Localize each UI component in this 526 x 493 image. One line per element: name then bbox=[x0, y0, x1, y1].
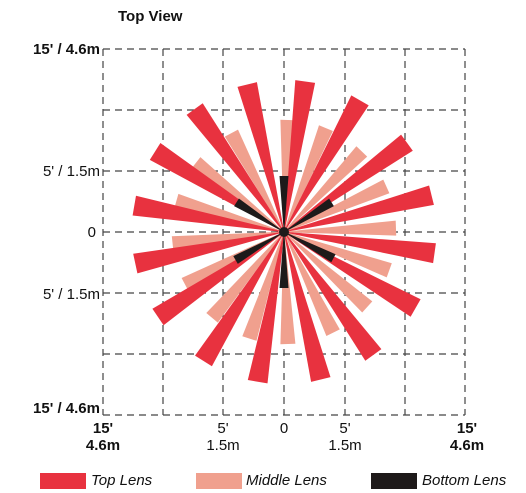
top-lens-zone bbox=[186, 103, 283, 230]
y-label-center: 0 bbox=[87, 224, 96, 241]
y-label-lower-mid: 5' / 1.5m bbox=[42, 286, 100, 303]
sensor-center-dot bbox=[279, 227, 289, 237]
bottom-lens-zone bbox=[233, 233, 281, 264]
legend-label-top-lens: Top Lens bbox=[91, 472, 153, 489]
middle-lens-zone bbox=[191, 157, 282, 230]
middle-lens-zone bbox=[206, 234, 282, 323]
x-label-right-inner-ft: 5' bbox=[339, 420, 351, 437]
legend-swatch-middle-lens bbox=[196, 473, 242, 489]
middle-lens-zone bbox=[285, 235, 340, 336]
middle-lens-zone bbox=[286, 146, 368, 230]
top-lens-zone bbox=[132, 195, 281, 232]
middle-lens-zone bbox=[285, 125, 333, 229]
x-label-left-inner-m: 1.5m bbox=[206, 437, 240, 454]
x-label-right-outer-ft: 15' bbox=[456, 420, 478, 437]
top-lens-zone bbox=[133, 232, 281, 274]
x-label-left-outer: 15' 4.6m bbox=[73, 420, 133, 454]
x-label-right-inner: 5' 1.5m bbox=[315, 420, 375, 454]
bottom-lens-zone bbox=[287, 198, 334, 231]
x-label-right-inner-m: 1.5m bbox=[328, 437, 362, 454]
top-lens-zone bbox=[237, 82, 284, 229]
x-label-right-outer: 15' 4.6m bbox=[437, 420, 497, 454]
x-label-right-outer-m: 4.6m bbox=[449, 437, 485, 454]
bottom-lens-zone bbox=[287, 233, 336, 263]
bottom-lens-zone bbox=[279, 176, 289, 228]
x-label-left-inner: 5' 1.5m bbox=[193, 420, 253, 454]
legend-swatch-top-lens bbox=[40, 473, 86, 489]
middle-lens-zone bbox=[174, 193, 281, 232]
legend-label-middle-lens: Middle Lens bbox=[246, 472, 327, 489]
middle-lens-zone bbox=[287, 232, 392, 278]
x-label-left-inner-ft: 5' bbox=[217, 420, 229, 437]
top-lens-zone bbox=[287, 185, 434, 232]
middle-lens-zone bbox=[224, 129, 283, 229]
top-lens-zone bbox=[286, 134, 413, 231]
middle-lens-zone bbox=[286, 234, 373, 313]
middle-lens-zone bbox=[287, 179, 390, 231]
middle-lens-zone bbox=[288, 220, 397, 236]
legend-label-bottom-lens: Bottom Lens bbox=[422, 472, 507, 489]
top-lens-zone bbox=[284, 80, 316, 229]
top-lens-zone bbox=[284, 235, 331, 382]
top-lens-zone bbox=[247, 235, 284, 384]
detection-zones bbox=[132, 80, 436, 384]
top-lens-zone bbox=[195, 235, 283, 367]
top-lens-zone bbox=[285, 234, 382, 361]
y-label-bottom: 15' / 4.6m bbox=[33, 400, 100, 417]
top-lens-zone bbox=[285, 95, 369, 229]
x-label-center: 0 bbox=[279, 420, 289, 437]
x-label-left-outer-ft: 15' bbox=[92, 420, 114, 437]
middle-lens-zone bbox=[242, 235, 284, 341]
y-label-top: 15' / 4.6m bbox=[33, 41, 100, 58]
x-label-left-outer-m: 4.6m bbox=[85, 437, 121, 454]
top-lens-zone bbox=[152, 233, 281, 326]
bottom-lens-zone bbox=[279, 236, 289, 288]
legend-swatch-bottom-lens bbox=[371, 473, 417, 489]
y-label-upper-mid: 5' / 1.5m bbox=[42, 163, 100, 180]
top-lens-zone bbox=[287, 232, 436, 264]
bottom-lens-zone bbox=[234, 198, 281, 231]
diagram-title: Top View bbox=[118, 8, 183, 25]
